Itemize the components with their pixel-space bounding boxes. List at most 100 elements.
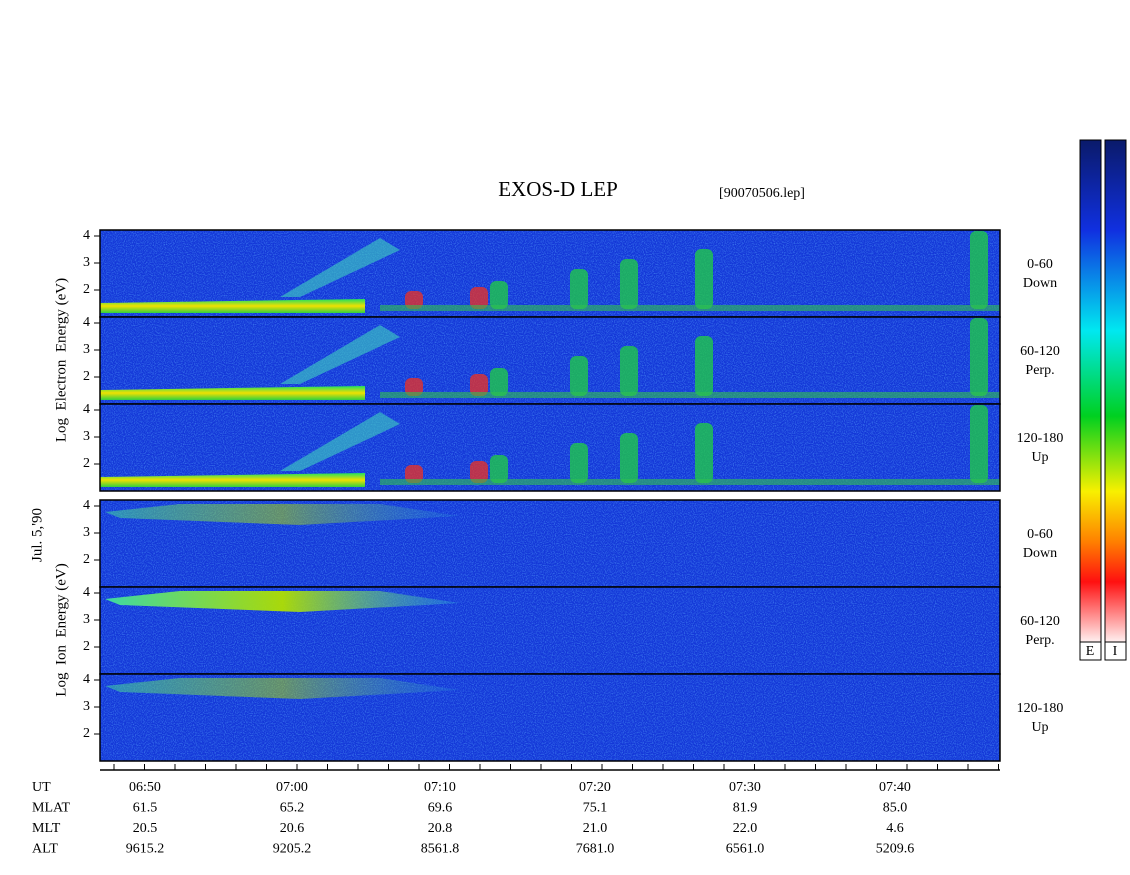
colorbars: E I (1079, 139, 1127, 661)
row-value: 20.5 (133, 821, 158, 836)
panel-frame (99, 403, 1001, 492)
electron-feature (100, 473, 365, 487)
panel-angle: 120-180 (1017, 701, 1064, 716)
electron-feature (970, 231, 988, 309)
row-value: 22.0 (733, 821, 758, 836)
electron-feature (620, 346, 638, 396)
row-value: 9205.2 (273, 842, 312, 857)
row-value: 21.0 (583, 821, 608, 836)
y-tick-label: 4 (83, 402, 90, 417)
panel-direction: Down (1023, 546, 1057, 561)
panel-frame (99, 673, 1001, 762)
row-name: MLT (32, 821, 61, 836)
colorbar-label: E (1086, 644, 1095, 659)
spectrogram-panel: 4 3 2 120-180 Up (83, 672, 1064, 762)
spectrogram-panel: 4 3 2 0-60 Down (83, 228, 1057, 318)
panel-angle: 0-60 (1027, 257, 1053, 272)
row-value: 6561.0 (726, 842, 765, 857)
panel-angle: 60-120 (1020, 344, 1060, 359)
electron-feature (280, 238, 400, 297)
y-tick-label: 4 (83, 585, 90, 600)
y-tick-label: 3 (83, 699, 90, 714)
row-value: 61.5 (133, 801, 158, 816)
title: EXOS-D LEP (498, 177, 618, 201)
row-value: 81.9 (733, 801, 758, 816)
electron-axis-label: Log Electron Energy (eV) (53, 278, 69, 442)
colorbar-ion (1104, 139, 1127, 643)
ion-feature (105, 591, 460, 612)
electron-feature (490, 281, 508, 309)
y-tick-label: 2 (83, 282, 90, 297)
electron-feature (620, 433, 638, 483)
row-value: 69.6 (428, 801, 453, 816)
row-value: 07:00 (276, 780, 308, 795)
panel-direction: Perp. (1025, 633, 1054, 648)
row-value: 9615.2 (126, 842, 165, 857)
electron-feature (620, 259, 638, 309)
electron-feature (570, 443, 588, 483)
electron-feature (380, 479, 1000, 485)
y-tick-label: 2 (83, 639, 90, 654)
y-tick-label: 2 (83, 552, 90, 567)
row-name: UT (32, 780, 51, 795)
panel-direction: Perp. (1025, 363, 1054, 378)
row-value: 5209.6 (876, 842, 915, 857)
electron-feature (100, 386, 365, 400)
ion-axis-label: Log Ion Energy (eV) (53, 563, 69, 696)
colorbar-label: I (1113, 644, 1118, 659)
electron-feature (470, 287, 488, 309)
y-tick-label: 4 (83, 672, 90, 687)
row-value: 07:10 (424, 780, 456, 795)
row-value: 75.1 (583, 801, 608, 816)
spectrogram-panel: 4 3 2 60-120 Perp. (83, 315, 1060, 405)
row-value: 8561.8 (421, 842, 460, 857)
electron-feature (970, 318, 988, 396)
panel-direction: Up (1031, 450, 1048, 465)
colorbar-electron (1079, 139, 1102, 643)
colorbar-box (1104, 641, 1127, 661)
panel-direction: Down (1023, 276, 1057, 291)
electron-feature (695, 423, 713, 483)
y-tick-label: 3 (83, 429, 90, 444)
ion-feature (105, 678, 460, 699)
y-tick-label: 3 (83, 612, 90, 627)
electron-feature (570, 269, 588, 309)
electron-feature (970, 405, 988, 483)
colorbar-box (1079, 641, 1102, 661)
electron-feature (280, 412, 400, 471)
ion-feature (105, 504, 460, 525)
y-tick-label: 2 (83, 456, 90, 471)
panel-angle: 0-60 (1027, 527, 1053, 542)
row-name: MLAT (32, 801, 71, 816)
y-tick-label: 4 (83, 315, 90, 330)
y-tick-label: 2 (83, 726, 90, 741)
panel-angle: 120-180 (1017, 431, 1064, 446)
electron-feature (100, 299, 365, 313)
spectrogram-panel: 4 3 2 0-60 Down (83, 498, 1057, 588)
electron-feature (405, 291, 423, 309)
electron-feature (380, 392, 1000, 398)
electron-feature (695, 336, 713, 396)
row-value: 07:30 (729, 780, 761, 795)
electron-feature (570, 356, 588, 396)
y-tick-label: 4 (83, 498, 90, 513)
row-value: 85.0 (883, 801, 908, 816)
electron-feature (380, 305, 1000, 311)
y-tick-label: 3 (83, 255, 90, 270)
electron-feature (490, 455, 508, 483)
row-name: ALT (32, 842, 58, 857)
electron-feature (470, 374, 488, 396)
file-name: [90070506.lep] (719, 186, 805, 201)
electron-feature (405, 378, 423, 396)
spectrogram-panel: 4 3 2 60-120 Perp. (83, 585, 1060, 675)
row-value: 65.2 (280, 801, 305, 816)
row-value: 06:50 (129, 780, 161, 795)
y-tick-label: 4 (83, 228, 90, 243)
panel-angle: 60-120 (1020, 614, 1060, 629)
panel-direction: Up (1031, 720, 1048, 735)
row-value: 4.6 (886, 821, 904, 836)
row-value: 20.8 (428, 821, 453, 836)
row-value: 07:40 (879, 780, 911, 795)
electron-feature (470, 461, 488, 483)
